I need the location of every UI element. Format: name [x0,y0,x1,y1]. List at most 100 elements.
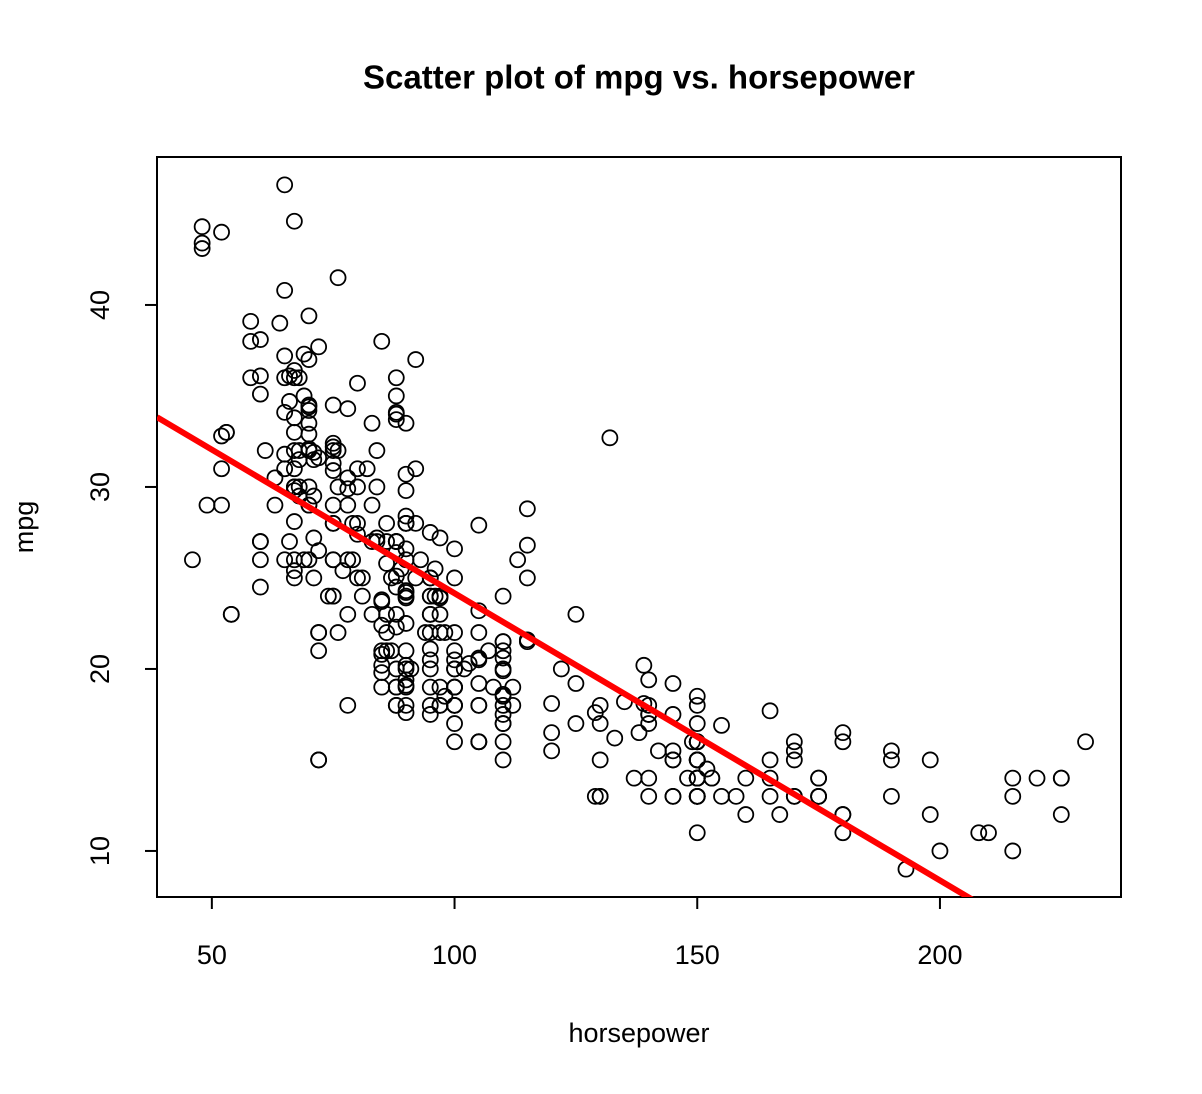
point [276,445,294,463]
point [397,656,415,674]
point [373,656,391,674]
point [688,824,706,842]
point [883,787,900,805]
point [421,651,439,669]
point [363,605,381,623]
point [242,332,260,350]
point [421,640,439,658]
point [193,234,211,252]
point [339,496,357,514]
point [494,633,512,651]
point [421,696,439,714]
point [518,536,536,554]
point [446,696,463,714]
point [329,624,347,641]
point [635,656,653,674]
point [412,551,429,569]
point [363,414,381,432]
point [494,587,512,605]
point [640,671,658,689]
point [310,642,328,660]
point [285,369,303,387]
point [446,660,463,678]
x-tick-label: 150 [675,940,720,970]
y-axis-label: mpg [9,501,39,554]
point [378,533,395,550]
point [494,686,512,703]
point [305,529,323,547]
plot-frame [156,156,1122,898]
point [640,787,658,805]
point [543,724,561,742]
point [436,687,454,705]
point [373,645,391,663]
point [285,569,303,587]
point [713,787,730,805]
point [310,449,328,467]
point [679,769,696,787]
point [387,578,405,596]
point [1004,769,1022,787]
point [276,369,294,387]
point [387,369,405,387]
point [480,642,497,660]
point [664,751,682,769]
point [213,427,230,445]
point [285,423,303,441]
point [737,806,755,823]
point [324,396,342,414]
point [591,751,609,769]
point [334,562,352,580]
point [363,496,381,514]
point [373,616,391,634]
point [349,569,366,587]
point [305,569,323,587]
point [324,438,342,456]
point [630,724,648,742]
point [688,769,706,787]
point [397,414,415,432]
point [285,212,303,230]
point [431,589,449,607]
point [373,593,391,611]
point [688,751,706,769]
point [771,806,789,823]
point [300,307,318,325]
point [970,824,988,842]
point [552,660,570,678]
point [344,551,362,569]
point [650,742,667,760]
point [484,678,502,696]
point [276,551,294,569]
point [1004,842,1022,860]
point [601,429,619,447]
point [494,642,512,660]
point [271,314,289,332]
point [319,587,337,605]
point [358,460,376,478]
x-axis-label: horsepower [568,1018,709,1048]
y-tick-label: 40 [85,290,115,320]
point [256,442,274,459]
point [310,751,328,769]
point [213,460,230,478]
point [713,716,730,734]
point [184,551,201,569]
point [349,460,366,478]
point [494,751,512,769]
point [387,387,405,405]
point [281,393,298,410]
point [1028,769,1046,787]
point [470,649,488,667]
point [567,675,585,692]
point [567,715,585,732]
point [402,660,420,678]
point [295,551,313,569]
point [397,514,415,532]
point [446,642,463,660]
point [290,478,308,496]
point [446,651,463,669]
point [251,533,269,550]
point [397,507,415,525]
